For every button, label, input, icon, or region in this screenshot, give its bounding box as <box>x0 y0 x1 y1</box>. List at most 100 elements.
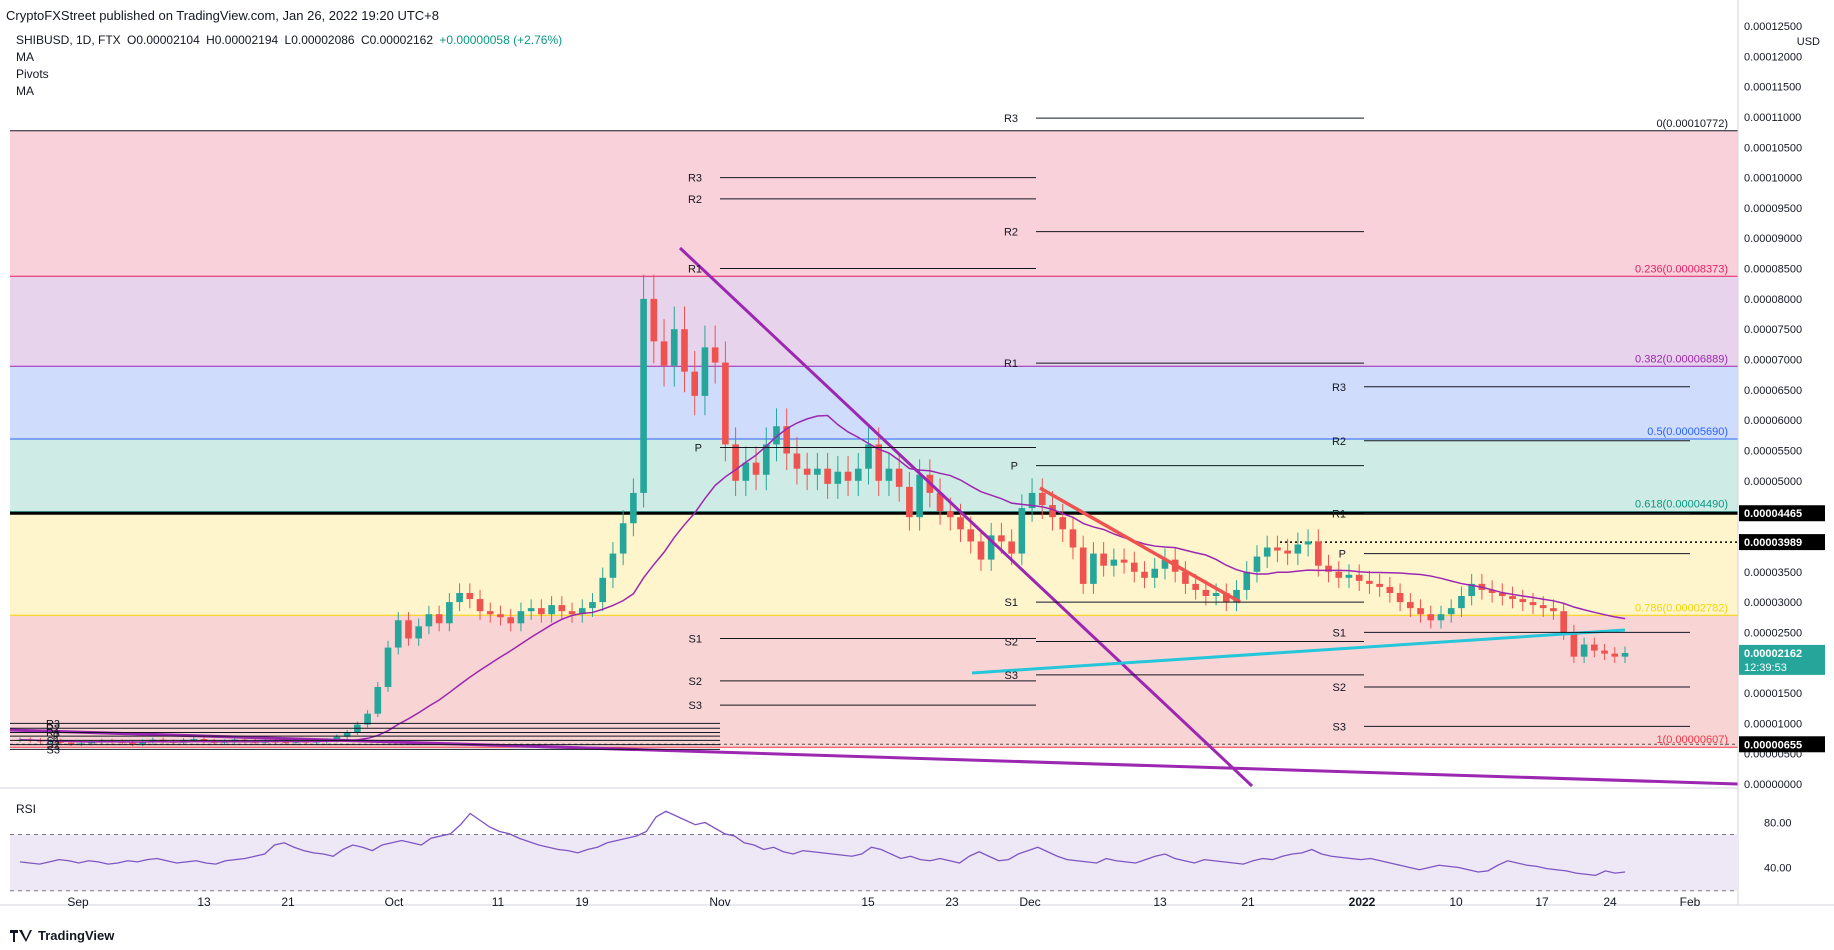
candle-body <box>814 468 821 475</box>
candle-body <box>1008 541 1015 554</box>
fib-label: 1(0.00000607) <box>1656 734 1728 746</box>
price-tag <box>1739 736 1825 753</box>
candle-body <box>987 535 995 560</box>
red-trend-line[interactable] <box>1039 486 1241 604</box>
candle-body <box>691 371 699 396</box>
candle-body <box>711 347 719 363</box>
price-tick-label: 0.00005000 <box>1744 476 1802 488</box>
pivot-label: S2 <box>47 740 60 752</box>
candle-body <box>1345 574 1353 578</box>
candle-body <box>762 444 770 475</box>
pivot-label: P <box>53 731 60 743</box>
candle-body <box>1519 599 1527 603</box>
pivot-label: R2 <box>688 194 702 206</box>
candle-body <box>282 742 290 744</box>
tradingview-icon <box>10 929 32 942</box>
candle-body <box>190 739 198 741</box>
fib-label: 0.382(0.00006889) <box>1635 353 1728 365</box>
candle-body <box>486 611 494 615</box>
candle-body <box>1233 589 1240 603</box>
candle-body <box>946 511 954 518</box>
candle-body <box>670 329 678 366</box>
price-tick-label: 0.00003500 <box>1744 567 1802 579</box>
price-tick-label: 0.00008500 <box>1744 264 1802 276</box>
support-trend-line[interactable] <box>971 628 1626 675</box>
price-tick-label: 0.00006500 <box>1744 385 1802 397</box>
candle-body <box>824 468 831 484</box>
candle-body <box>1550 608 1557 612</box>
pivot-label: P <box>1339 549 1346 561</box>
indicator-ma-2[interactable]: MA <box>16 84 34 98</box>
date-tick-label: Oct <box>385 895 404 909</box>
candle-body <box>1529 602 1537 606</box>
candle-body <box>1396 592 1404 603</box>
candle-body <box>957 517 964 530</box>
price-tag-label: 0.00002162 <box>1744 648 1802 660</box>
pivot-label: R3 <box>688 173 702 185</box>
candle-body <box>854 468 862 481</box>
candle-body <box>139 741 146 744</box>
long-trend-line[interactable] <box>9 728 1739 786</box>
candle-body <box>885 468 893 481</box>
pivot-label: R3 <box>46 718 60 730</box>
date-tick-label: 10 <box>1449 895 1463 909</box>
symbol-label[interactable]: SHIBUSD, 1D, FTX <box>16 33 121 47</box>
candle-body <box>834 471 842 484</box>
candle-body <box>1366 580 1373 584</box>
candle-body <box>1202 589 1210 597</box>
candle-body <box>1621 653 1629 657</box>
currency-label: USD <box>1797 36 1820 48</box>
candle-body <box>435 614 443 624</box>
date-tick-label: Sep <box>67 895 89 909</box>
publisher-caption: CryptoFXStreet published on TradingView.… <box>6 8 439 23</box>
candle-body <box>517 611 525 624</box>
candle-body <box>783 426 791 454</box>
candle-body <box>1458 596 1465 609</box>
candle-body <box>1325 565 1332 572</box>
candle-body <box>558 605 566 612</box>
indicator-pivots[interactable]: Pivots <box>16 67 49 81</box>
pivot-label: R1 <box>1004 358 1018 370</box>
price-tick-label: 0.00011000 <box>1744 112 1801 124</box>
downtrend-line[interactable] <box>678 246 1254 788</box>
date-tick-label: Dec <box>1019 895 1040 909</box>
indicator-ma-1[interactable]: MA <box>16 50 34 64</box>
date-tick-label: 17 <box>1535 895 1549 909</box>
candle-body <box>1437 614 1445 621</box>
price-tick-label: 0.00012000 <box>1744 51 1802 63</box>
candle-body <box>793 453 801 469</box>
rsi-tick-label: 40.00 <box>1764 863 1792 875</box>
candle-body <box>456 592 463 603</box>
candle-body <box>343 732 351 737</box>
candle-body <box>1100 553 1107 566</box>
candle-body <box>507 617 515 624</box>
candle-body <box>1376 583 1383 587</box>
low-value: L0.00002086 <box>284 33 355 47</box>
pivot-label: S3 <box>1333 721 1346 733</box>
candle-body <box>1243 571 1251 590</box>
price-tick-label: 0.00007500 <box>1744 324 1802 336</box>
date-tick-label: Nov <box>709 895 730 909</box>
candle-body <box>1161 559 1169 569</box>
high-value: H0.00002194 <box>206 33 279 47</box>
date-tick-label: 24 <box>1603 895 1617 909</box>
pivot-label: R1 <box>688 264 702 276</box>
candle-body <box>1580 644 1588 657</box>
tradingview-logo[interactable]: TradingView <box>10 928 114 943</box>
candle-body <box>589 602 596 609</box>
candle-body <box>1601 650 1608 654</box>
candle-body <box>1274 547 1281 551</box>
candle-body <box>977 541 985 560</box>
candle-body <box>1488 589 1496 593</box>
price-tick-label: 0.00010000 <box>1744 173 1802 185</box>
price-tag-label: 0.00003989 <box>1744 537 1802 549</box>
rsi-label: RSI <box>16 802 37 816</box>
candle-body <box>865 444 872 469</box>
pivot-label: S3 <box>47 744 60 756</box>
candle-body <box>998 535 1005 542</box>
candle-body <box>425 614 433 627</box>
candle-body <box>1028 492 1036 509</box>
candle-body <box>1284 550 1291 554</box>
candle-body <box>895 468 903 487</box>
